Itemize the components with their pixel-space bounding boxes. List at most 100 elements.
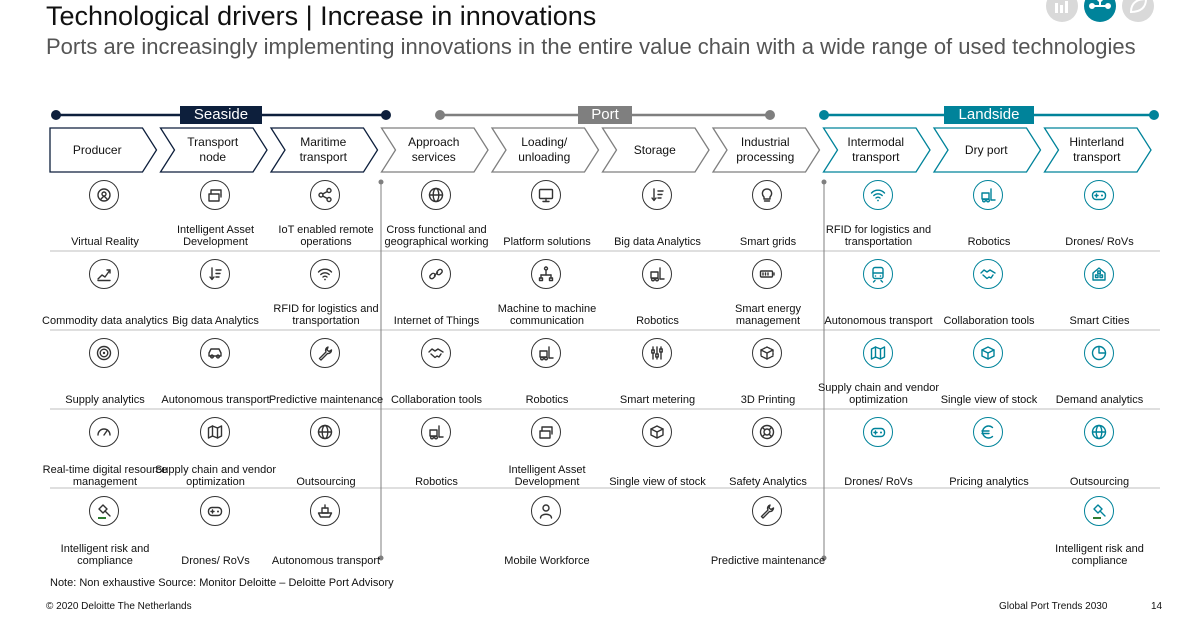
seaside-band-line xyxy=(51,106,391,124)
value-chain-step: Loading/ unloading xyxy=(500,128,595,172)
technology-label: Pricing analytics xyxy=(949,476,1029,488)
technology-label: Supply chain and vendor optimization xyxy=(817,382,940,406)
technology-label: Intelligent risk and compliance xyxy=(60,543,150,567)
forklift-icon xyxy=(641,259,672,289)
lifebuoy-icon xyxy=(752,417,782,447)
cube-icon xyxy=(752,338,782,368)
page-number: 14 xyxy=(1151,601,1163,612)
forklift-icon xyxy=(973,180,1003,210)
value-chain-step-label: Intermodal transport xyxy=(847,135,905,164)
value-chain-step: Industrial processing xyxy=(721,128,816,172)
value-chain-step-label: Hinterland transport xyxy=(1069,135,1125,164)
technology-label: Big data Analytics xyxy=(172,315,259,327)
person-icon xyxy=(531,496,561,526)
technology-label: Intelligent Asset Development xyxy=(508,464,586,488)
technology-label: Safety Analytics xyxy=(729,476,807,488)
value-chain-step: Maritime transport xyxy=(279,128,374,172)
technology-label: Machine to machine communication xyxy=(497,303,597,327)
band-label-landside: Landside xyxy=(958,106,1020,123)
globe-icon xyxy=(420,180,451,210)
value-chain-step: Dry port xyxy=(942,128,1037,172)
value-chain-step-label: Producer xyxy=(72,142,122,157)
value-chain-chevrons xyxy=(49,127,1152,173)
value-chain-step-label: Transport node xyxy=(187,135,239,164)
handshake-icon xyxy=(973,259,1003,289)
source-note: Note: Non exhaustive Source: Monitor Del… xyxy=(50,577,394,589)
value-chain-step-label: Dry port xyxy=(964,142,1008,157)
chevron-shape xyxy=(49,127,158,173)
value-chain-step-label: Maritime transport xyxy=(299,135,347,164)
chevron-shape xyxy=(159,127,268,173)
value-chain-step: Storage xyxy=(611,128,706,172)
technology-label: Robotics xyxy=(415,476,458,488)
value-chain-step: Transport node xyxy=(169,128,264,172)
forklift-icon xyxy=(420,417,451,447)
value-chain-step: Intermodal transport xyxy=(832,128,927,172)
section-divider-dot xyxy=(821,179,827,185)
technology-label: Collaboration tools xyxy=(943,315,1035,327)
technology-label: Big data Analytics xyxy=(614,236,701,248)
technology-label: Real-time digital resource management xyxy=(42,464,168,488)
chevron-shape xyxy=(601,127,710,173)
technology-label: Smart metering xyxy=(619,394,696,406)
technology-label: 3D Printing xyxy=(740,394,796,406)
value-chain-step-label: Industrial processing xyxy=(736,135,795,164)
crane-icon xyxy=(199,180,230,210)
network-icon xyxy=(531,259,561,289)
copyright: © 2020 Deloitte The Netherlands xyxy=(46,601,192,612)
target-icon xyxy=(89,338,119,368)
euro-icon xyxy=(973,417,1003,447)
wrench-icon xyxy=(310,338,340,368)
technology-label: Internet of Things xyxy=(393,315,480,327)
value-chain-step-label: Storage xyxy=(633,142,676,157)
crane-icon xyxy=(531,417,561,447)
port-band-line xyxy=(435,106,775,124)
landside-band-line xyxy=(819,106,1159,124)
vr-icon xyxy=(89,180,119,210)
chevron-shape xyxy=(822,127,931,173)
technology-label: Collaboration tools xyxy=(390,394,483,406)
value-chain-bands xyxy=(51,106,1159,124)
network-icon[interactable] xyxy=(1084,0,1116,22)
map-icon xyxy=(862,338,893,368)
technology-label: Supply chain and vendor optimization xyxy=(154,464,277,488)
leaf-icon[interactable] xyxy=(1122,0,1154,22)
chevron-shape xyxy=(269,127,379,173)
technology-label: Drones/ RoVs xyxy=(181,555,250,567)
wifi-icon xyxy=(310,259,340,289)
technology-label: Demand analytics xyxy=(1055,394,1144,406)
technology-label: Predictive maintenance xyxy=(268,394,384,406)
technology-label: IoT enabled remote operations xyxy=(278,224,374,248)
chevron-shape xyxy=(711,127,821,173)
technology-label: Virtual Reality xyxy=(71,236,139,248)
car-icon xyxy=(199,338,230,368)
technology-label: Drones/ RoVs xyxy=(1065,236,1134,248)
chevron-shape xyxy=(490,127,600,173)
value-chain-step-label: Approach services xyxy=(408,135,460,164)
technology-label: Smart energy management xyxy=(734,303,802,327)
sliders-icon xyxy=(641,338,672,368)
page-subtitle: Ports are increasingly implementing inno… xyxy=(46,34,1136,59)
factory-icon[interactable] xyxy=(1046,0,1078,22)
chevron-shape xyxy=(1043,127,1152,173)
page-title: Technological drivers | Increase in inno… xyxy=(46,1,597,31)
technology-label: Single view of stock xyxy=(609,476,706,488)
map-icon xyxy=(199,417,230,447)
technology-label: Robotics xyxy=(636,315,679,327)
share-icon xyxy=(310,180,340,210)
section-divider-dot xyxy=(378,179,384,185)
technology-label: Smart grids xyxy=(739,236,797,248)
band-label-port: Port xyxy=(591,106,619,123)
value-chain-step: Producer xyxy=(50,128,151,172)
band-label-seaside: Seaside xyxy=(193,106,249,123)
city-icon xyxy=(1083,259,1114,289)
value-chain-step: Hinterland transport xyxy=(1053,128,1148,172)
gamepad-icon xyxy=(862,417,893,447)
technology-label: Mobile Workforce xyxy=(504,555,590,567)
technology-label: Supply analytics xyxy=(65,394,145,406)
technology-label: Intelligent risk and compliance xyxy=(1055,543,1144,567)
technology-label: Single view of stock xyxy=(940,394,1038,406)
train-icon xyxy=(862,259,893,289)
box-icon xyxy=(973,338,1003,368)
handshake-icon xyxy=(420,338,451,368)
